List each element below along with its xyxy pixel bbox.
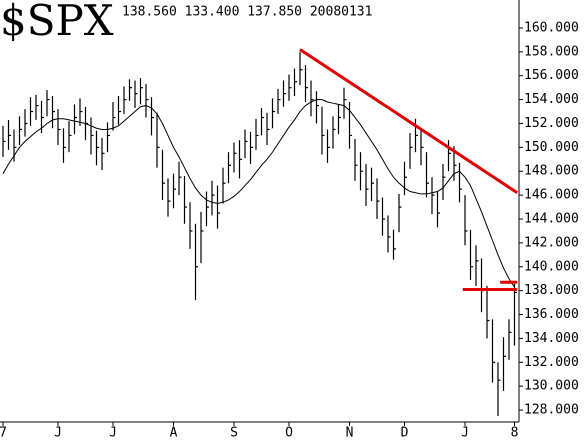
y-tick-label: 132.000 [524, 355, 579, 370]
y-tick-label: 142.000 [524, 235, 579, 250]
x-tick-label: J [461, 426, 469, 441]
y-tick-label: 148.000 [524, 164, 579, 179]
y-tick-label: 144.000 [524, 212, 579, 227]
moving-average [2, 99, 515, 288]
y-tick-label: 130.000 [524, 379, 579, 394]
y-tick-label: 128.000 [524, 403, 579, 418]
chart-subtitle: 138.560 133.400 137.850 20080131 [122, 5, 372, 20]
y-tick-label: 146.000 [524, 188, 579, 203]
y-tick-label: 136.000 [524, 307, 579, 322]
y-tick-label: 138.000 [524, 283, 579, 298]
y-tick-label: 158.000 [524, 44, 579, 59]
x-tick-label: S [230, 426, 238, 441]
x-tick-label: 7 [0, 426, 7, 441]
x-tick-label: J [109, 426, 117, 441]
x-tick-label: O [285, 426, 293, 441]
y-tick-label: 152.000 [524, 116, 579, 131]
y-tick-label: 160.000 [524, 20, 579, 35]
y-tick-label: 156.000 [524, 68, 579, 83]
x-tick-label: A [170, 426, 178, 441]
x-tick-label: 8 [511, 426, 519, 441]
x-tick-label: D [401, 426, 409, 441]
trend-line [299, 48, 519, 194]
x-tick-label: N [346, 426, 354, 441]
y-tick-label: 154.000 [524, 92, 579, 107]
y-tick-label: 134.000 [524, 331, 579, 346]
chart-title: $SPX [0, 0, 114, 45]
y-tick-label: 150.000 [524, 140, 579, 155]
x-tick-label: J [54, 426, 62, 441]
y-tick-label: 140.000 [524, 259, 579, 274]
